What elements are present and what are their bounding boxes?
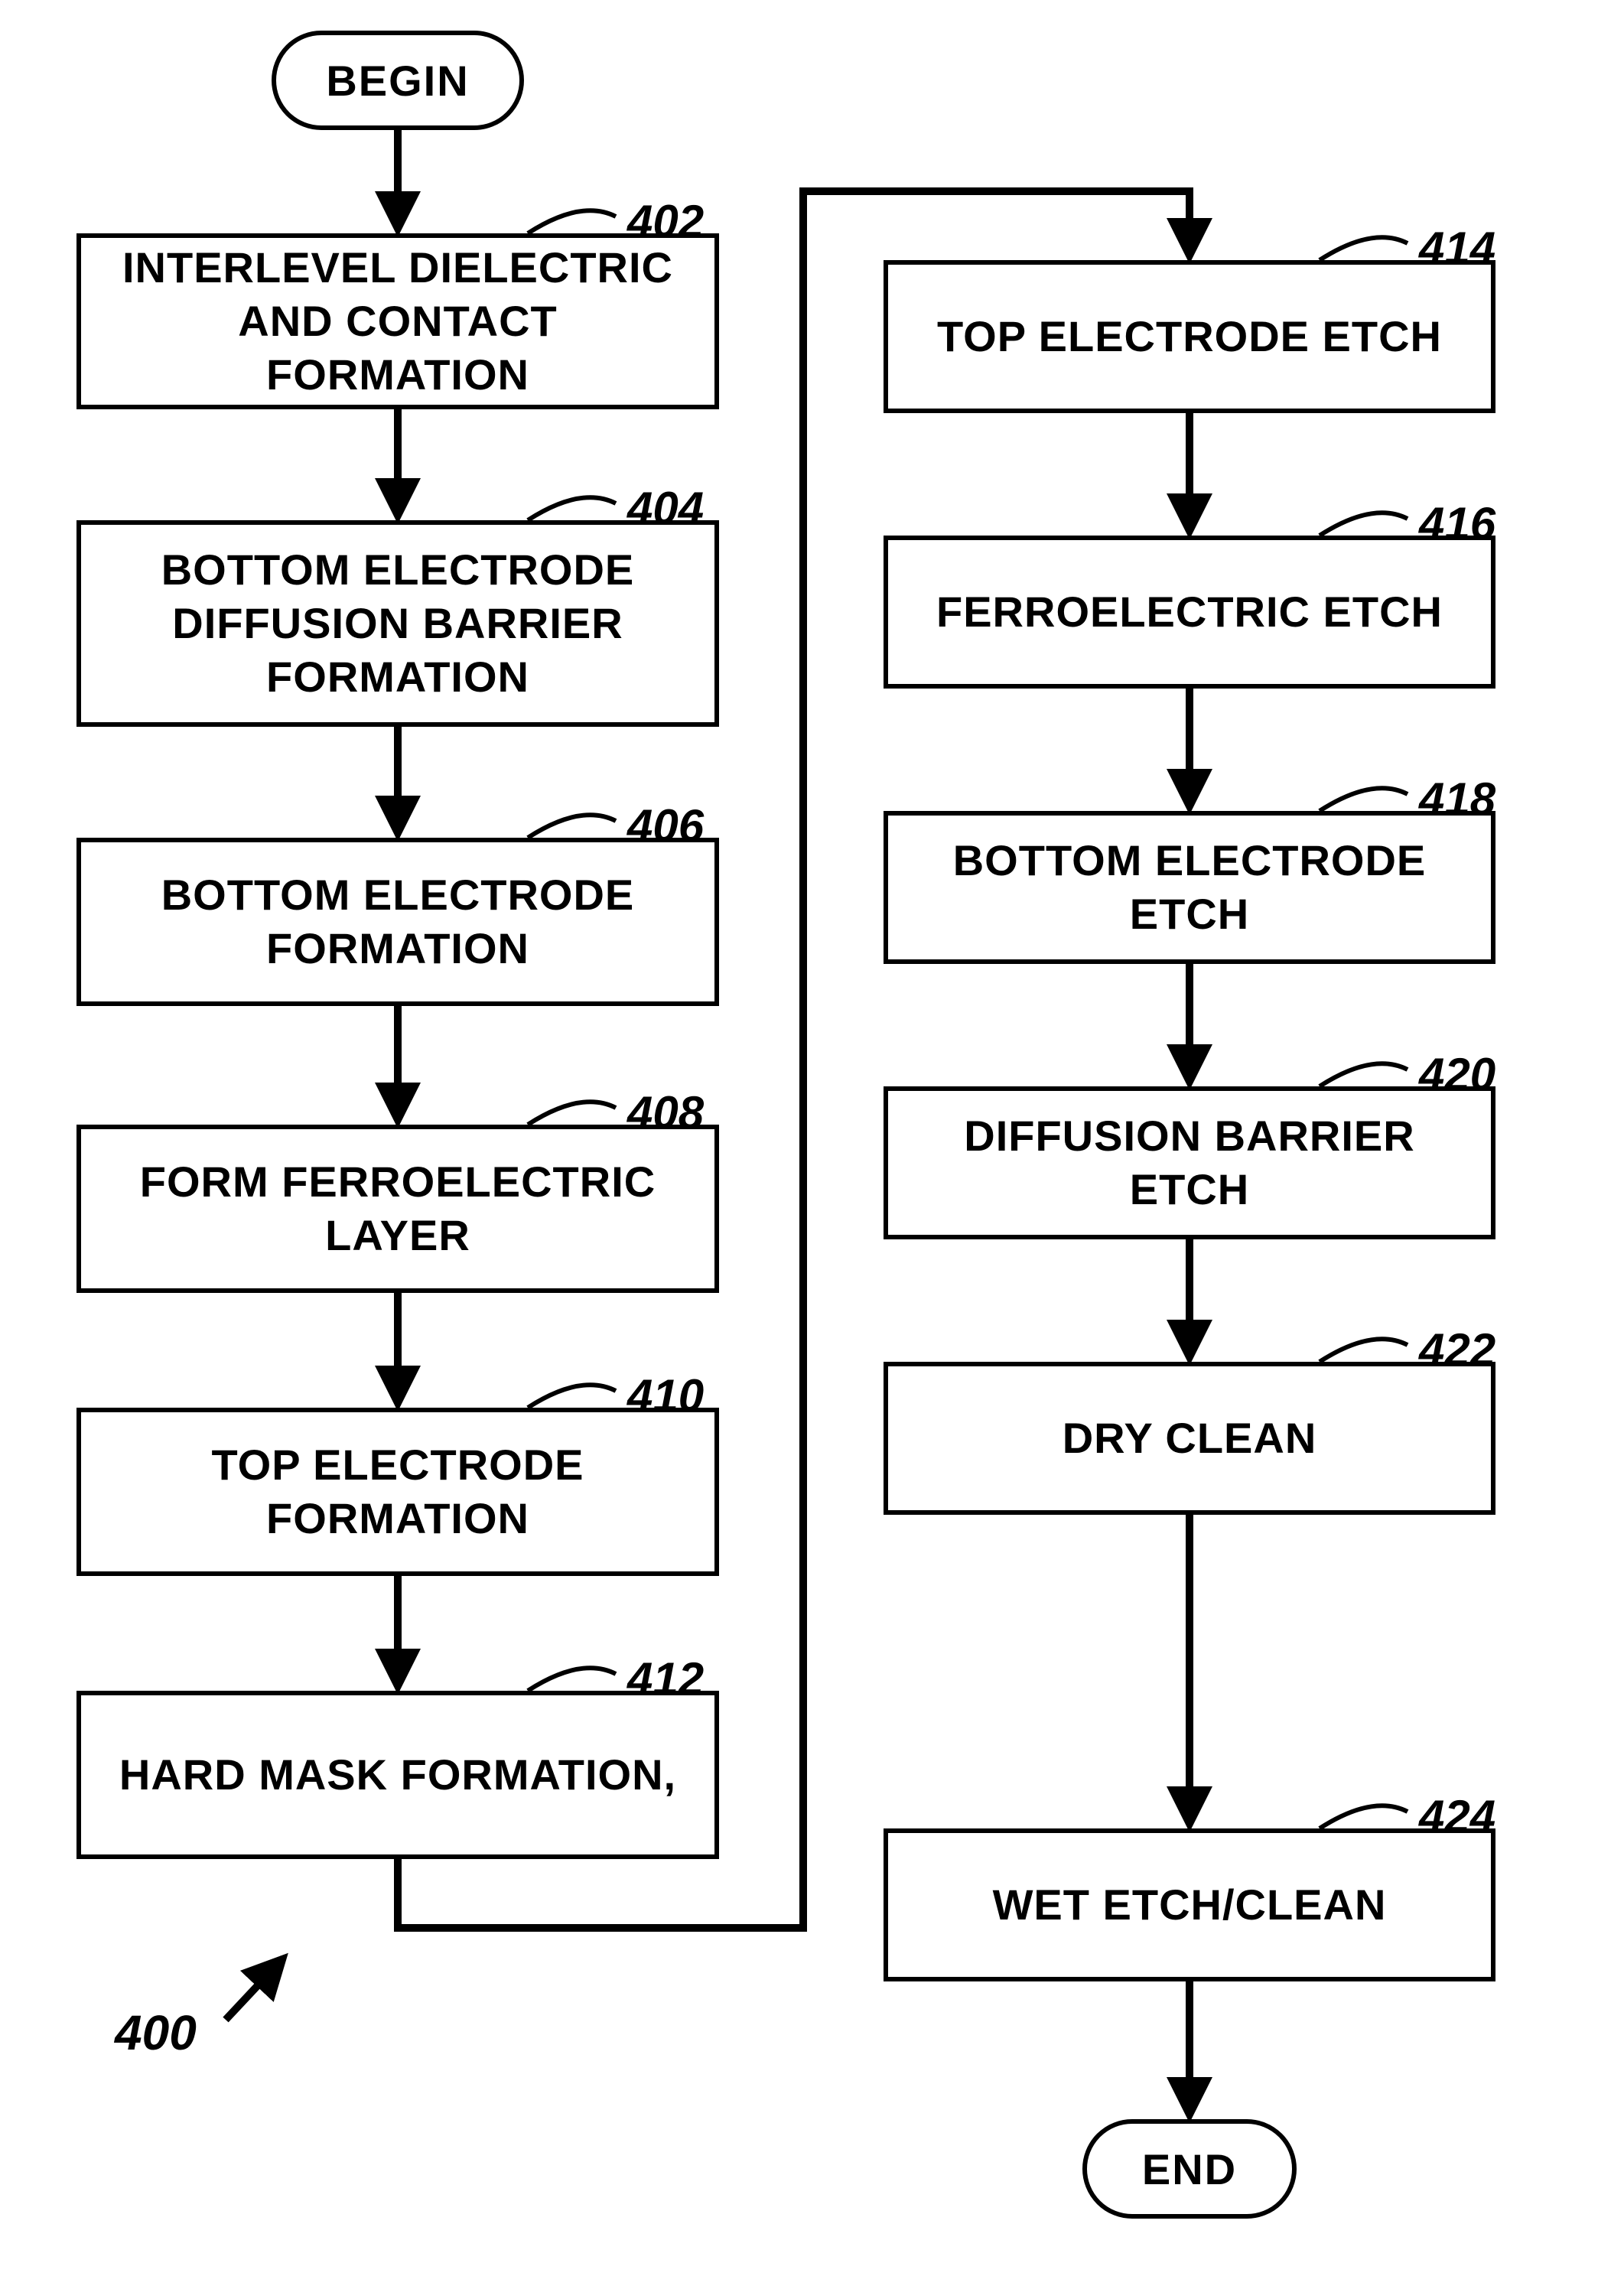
step-414-label: 414 <box>1419 222 1495 275</box>
leader-arc <box>1320 1805 1408 1828</box>
step-402: INTERLEVEL DIELECTRIC AND CONTACT FORMAT… <box>76 233 719 409</box>
step-424-label: 424 <box>1419 1790 1495 1843</box>
step-402-text: INTERLEVEL DIELECTRIC AND CONTACT FORMAT… <box>104 241 692 402</box>
leader-arc <box>1320 1063 1408 1086</box>
leader-arc <box>528 1668 616 1691</box>
step-418-label: 418 <box>1419 773 1495 825</box>
step-408-label: 408 <box>627 1086 704 1139</box>
step-412-text: HARD MASK FORMATION, <box>119 1748 676 1802</box>
step-406-text: BOTTOM ELECTRODE FORMATION <box>104 868 692 975</box>
terminator-end-text: END <box>1142 2144 1237 2194</box>
leader-arc <box>528 815 616 838</box>
step-422: DRY CLEAN <box>884 1362 1495 1515</box>
step-420-label: 420 <box>1419 1048 1495 1101</box>
leader-arc <box>528 497 616 520</box>
leader-arc <box>528 1385 616 1408</box>
step-402-label: 402 <box>627 195 704 248</box>
step-422-text: DRY CLEAN <box>1063 1412 1317 1465</box>
step-406-label: 406 <box>627 799 704 852</box>
step-412: HARD MASK FORMATION, <box>76 1691 719 1859</box>
step-412-label: 412 <box>627 1652 704 1705</box>
step-416-text: FERROELECTRIC ETCH <box>936 585 1443 639</box>
step-416: FERROELECTRIC ETCH <box>884 536 1495 689</box>
step-422-label: 422 <box>1419 1324 1495 1376</box>
figure-ref-arrow <box>226 1959 283 2020</box>
step-408: FORM FERROELECTRIC LAYER <box>76 1125 719 1293</box>
figure-reference: 400 <box>115 2004 197 2061</box>
step-414: TOP ELECTRODE ETCH <box>884 260 1495 413</box>
step-408-text: FORM FERROELECTRIC LAYER <box>104 1155 692 1262</box>
step-410-text: TOP ELECTRODE FORMATION <box>104 1438 692 1545</box>
step-404-text: BOTTOM ELECTRODE DIFFUSION BARRIER FORMA… <box>104 543 692 704</box>
terminator-begin-text: BEGIN <box>326 56 469 106</box>
step-420: DIFFUSION BARRIER ETCH <box>884 1086 1495 1239</box>
step-416-label: 416 <box>1419 497 1495 550</box>
terminator-end: END <box>1082 2119 1297 2219</box>
leader-arc <box>1320 788 1408 811</box>
step-424: WET ETCH/CLEAN <box>884 1828 1495 1981</box>
cross-column-arrow <box>398 191 1190 1928</box>
step-404: BOTTOM ELECTRODE DIFFUSION BARRIER FORMA… <box>76 520 719 727</box>
step-414-text: TOP ELECTRODE ETCH <box>937 310 1442 363</box>
leader-arc <box>528 1102 616 1125</box>
leader-arc <box>1320 513 1408 536</box>
step-424-text: WET ETCH/CLEAN <box>993 1878 1387 1932</box>
terminator-begin: BEGIN <box>272 31 524 130</box>
leader-arc <box>1320 1339 1408 1362</box>
step-406: BOTTOM ELECTRODE FORMATION <box>76 838 719 1006</box>
step-410-label: 410 <box>627 1369 704 1422</box>
leader-arc <box>1320 237 1408 260</box>
step-404-label: 404 <box>627 482 704 535</box>
step-418-text: BOTTOM ELECTRODE ETCH <box>911 834 1468 941</box>
step-418: BOTTOM ELECTRODE ETCH <box>884 811 1495 964</box>
leader-arc <box>528 210 616 233</box>
step-410: TOP ELECTRODE FORMATION <box>76 1408 719 1576</box>
step-420-text: DIFFUSION BARRIER ETCH <box>911 1109 1468 1216</box>
